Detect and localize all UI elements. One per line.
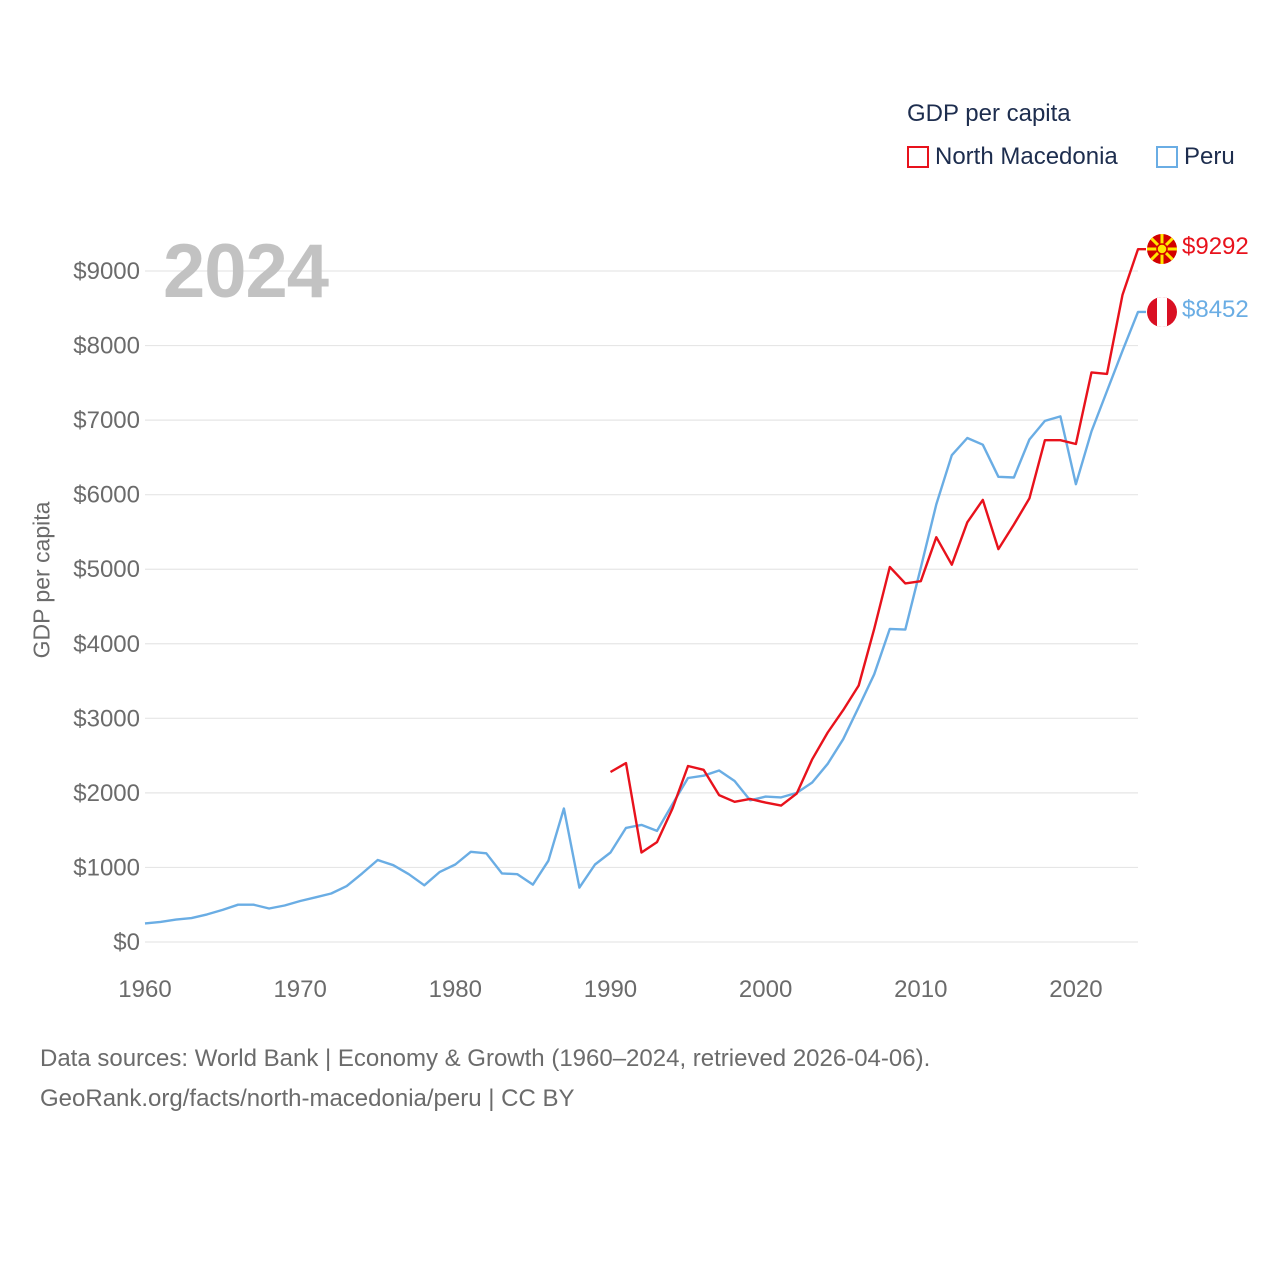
- x-tick-label: 2010: [894, 976, 947, 1003]
- peru-flag-icon: [1147, 297, 1177, 327]
- legend-item-north-macedonia[interactable]: North Macedonia: [907, 143, 1118, 171]
- x-tick-label: 2000: [739, 976, 792, 1003]
- y-tick-label: $9000: [73, 258, 140, 285]
- y-tick-label: $7000: [73, 407, 140, 434]
- x-tick-label: 1970: [273, 976, 326, 1003]
- legend-swatch-north-macedonia: [907, 146, 929, 168]
- year-label: 2024: [163, 229, 329, 314]
- x-tick-label: 1990: [584, 976, 637, 1003]
- legend-label-north-macedonia: North Macedonia: [935, 143, 1118, 170]
- y-tick-label: $2000: [73, 780, 140, 807]
- source-line-2: GeoRank.org/facts/north-macedonia/peru |…: [40, 1085, 575, 1112]
- y-tick-label: $5000: [73, 556, 140, 583]
- y-tick-label: $4000: [73, 631, 140, 658]
- series-line-peru: [144, 310, 1146, 925]
- y-tick-label: $1000: [73, 854, 140, 881]
- x-tick-label: 2020: [1049, 976, 1102, 1003]
- x-tick-label: 1980: [429, 976, 482, 1003]
- series-line-north-macedonia: [609, 248, 1146, 854]
- y-tick-label: $3000: [73, 705, 140, 732]
- legend-title: GDP per capita: [907, 100, 1071, 127]
- source-line-1: Data sources: World Bank | Economy & Gro…: [40, 1045, 931, 1072]
- series-lines: [144, 248, 1146, 925]
- end-value-peru: $8452: [1182, 296, 1249, 323]
- y-tick-label: $8000: [73, 333, 140, 360]
- y-tick-label: $6000: [73, 482, 140, 509]
- legend-label-peru: Peru: [1184, 143, 1235, 170]
- north-macedonia-flag-icon: [1147, 234, 1177, 264]
- legend-item-peru[interactable]: Peru: [1156, 143, 1235, 171]
- x-tick-label: 1960: [118, 976, 171, 1003]
- y-axis-ticks: $0 $1000 $2000 $3000 $4000 $5000 $6000 $7000 $80…: [73, 258, 140, 956]
- y-axis-label: GDP per capita: [28, 501, 55, 659]
- grid-lines: [145, 270, 1138, 943]
- x-axis-ticks: 1960 1970 1980 1990 2000 2010 2020: [118, 976, 1102, 1003]
- end-value-north-macedonia: $9292: [1182, 233, 1249, 260]
- legend-swatch-peru: [1156, 146, 1178, 168]
- flag-markers: [1147, 234, 1177, 327]
- y-tick-label: $0: [113, 929, 140, 956]
